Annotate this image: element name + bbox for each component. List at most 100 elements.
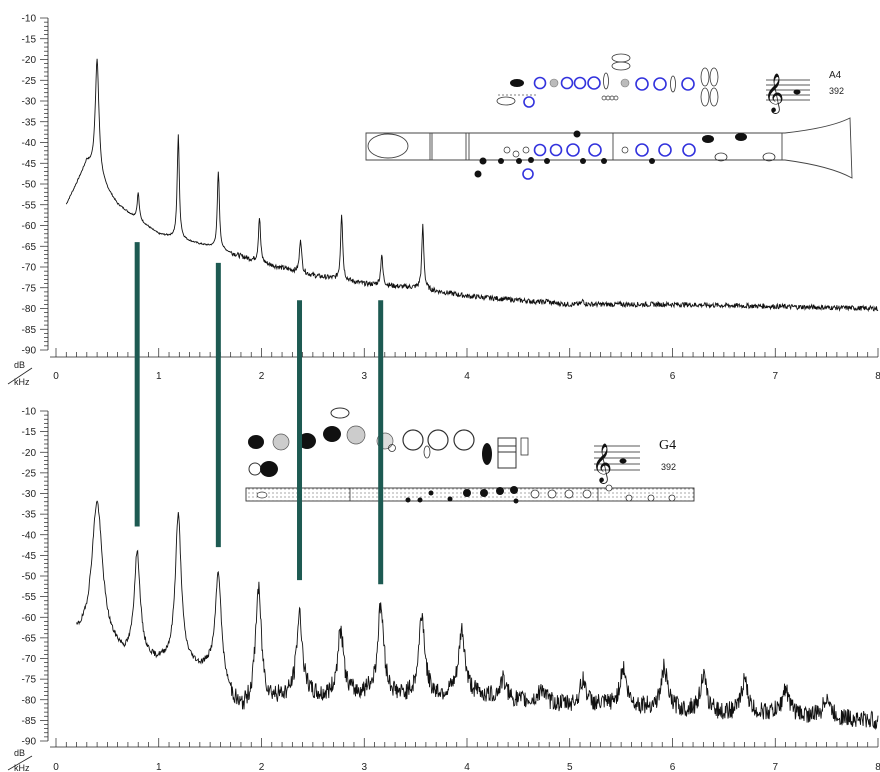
treble-clef-icon: 𝄞: [592, 443, 612, 484]
bottom-spectrum-panel: -10 -15 -20 -25 -30 -35 -40 -45 -50 -55 -60 -65 -70 -…: [7, 407, 880, 772]
octave-key-icon: [611, 53, 631, 63]
octave-key-icon: [611, 61, 631, 71]
half-hole-icon: [620, 78, 630, 88]
recorder-key-diagram: [496, 53, 719, 108]
top-y-tick-label: -90: [22, 346, 37, 357]
top-y-tick-label: -10: [22, 14, 37, 25]
bottom-y-tick-label: -50: [22, 572, 37, 583]
top-y-tick-label: -35: [22, 117, 37, 128]
bottom-y-tick-label: -40: [22, 530, 37, 541]
note-head-icon: [793, 89, 801, 95]
recorder-body-holes: [474, 130, 776, 180]
bottom-harmonic-peaks: [97, 502, 827, 696]
half-hole-icon: [549, 78, 559, 88]
top-axis-corner-slash: [7, 367, 33, 385]
flute-key-diagram: [248, 407, 529, 477]
pinky-keys-icon: [700, 67, 719, 107]
top-x-tick-label: 0: [53, 371, 59, 382]
recorder-body-drawing: [365, 117, 853, 179]
open-hole-icon: [635, 77, 649, 91]
top-x-tick-label: 3: [361, 371, 367, 382]
top-x-tick-label: 7: [772, 371, 778, 382]
recorder-note-name: A4: [829, 70, 842, 81]
bottom-y-tick-label: -85: [22, 716, 37, 727]
top-x-tick-label: 5: [567, 371, 573, 382]
bottom-x-tick-label: 3: [361, 762, 367, 772]
recorder-note-staff: [766, 79, 810, 101]
top-x-axis: 0 1 2 3 4 5 6 7 8: [50, 348, 880, 382]
bottom-y-axis: -10 -15 -20 -25 -30 -35 -40 -45 -50 -55 -60 -65 -70 -…: [22, 407, 49, 748]
bottom-x-tick-label: 5: [567, 762, 573, 772]
top-x-tick-label: 6: [670, 371, 676, 382]
side-key-icon: [670, 75, 676, 93]
bottom-y-tick-label: -20: [22, 448, 37, 459]
recorder-note-frequency: 392: [829, 86, 844, 96]
bottom-y-tick-label: -25: [22, 468, 37, 479]
closed-key-icon: [510, 79, 524, 87]
note-head-icon: [619, 458, 627, 464]
top-y-tick-label: -60: [22, 221, 37, 232]
side-key-icon: [603, 72, 609, 90]
bottom-y-tick-label: -45: [22, 551, 37, 562]
flute-body-drawing: [245, 484, 695, 504]
bottom-x-axis: 0 1 2 3 4 5 6 7 8: [50, 738, 880, 772]
recorder-fingering-diagram: 𝄞 A4 392: [365, 53, 853, 180]
bottom-y-unit-label: dB: [14, 748, 25, 758]
bottom-x-tick-label: 2: [259, 762, 265, 772]
bottom-x-tick-label: 8: [875, 762, 880, 772]
bottom-x-tick-label: 1: [156, 762, 162, 772]
top-y-tick-label: -15: [22, 34, 37, 45]
top-y-tick-label: -45: [22, 159, 37, 170]
top-harmonic-peaks: [97, 59, 583, 300]
open-hole-icon: [587, 76, 601, 90]
top-y-tick-label: -80: [22, 304, 37, 315]
flute-note-name: G4: [659, 438, 676, 453]
top-y-tick-label: -20: [22, 55, 37, 66]
top-y-tick-label: -25: [22, 76, 37, 87]
top-y-unit-label: dB: [14, 360, 25, 370]
bottom-x-tick-label: 7: [772, 762, 778, 772]
bottom-spectrum-trace: [76, 500, 879, 731]
bottom-y-tick-label: -60: [22, 613, 37, 624]
top-y-tick-label: -40: [22, 138, 37, 149]
top-x-tick-label: 2: [259, 371, 265, 382]
open-hole-icon: [681, 77, 695, 91]
top-x-tick-label: 8: [875, 371, 880, 382]
top-x-tick-label: 1: [156, 371, 162, 382]
bottom-x-tick-label: 6: [670, 762, 676, 772]
top-y-tick-label: -50: [22, 180, 37, 191]
bottom-y-tick-label: -10: [22, 407, 37, 418]
bottom-y-tick-label: -65: [22, 633, 37, 644]
flute-note-staff: [594, 445, 640, 471]
bottom-y-tick-label: -70: [22, 654, 37, 665]
bottom-y-tick-label: -30: [22, 489, 37, 500]
open-hole-icon: [533, 76, 547, 90]
top-spectrum-trace: [65, 58, 879, 313]
bottom-axis-corner-slash: [7, 755, 33, 771]
trill-keys-icon: [601, 95, 619, 101]
harmonic-connector-lines: [134, 242, 384, 585]
bottom-x-unit-label: kHz: [14, 763, 30, 772]
top-y-tick-label: -85: [22, 325, 37, 336]
thumb-key-icon: [496, 96, 516, 106]
top-y-tick-label: -75: [22, 283, 37, 294]
open-hole-icon: [573, 76, 587, 90]
top-y-axis: -10 -15 -20 -25 -30 -35 -40 -45 -50 -55 -60 -65 -70 -…: [22, 14, 49, 357]
top-x-tick-label: 4: [464, 371, 470, 382]
bottom-x-tick-label: 4: [464, 762, 470, 772]
bottom-y-tick-label: -90: [22, 737, 37, 748]
bottom-y-tick-label: -15: [22, 427, 37, 438]
bottom-x-tick-label: 0: [53, 762, 59, 772]
top-y-tick-label: -55: [22, 200, 37, 211]
open-hole-icon: [560, 76, 574, 90]
bottom-y-tick-label: -80: [22, 695, 37, 706]
top-y-tick-label: -30: [22, 97, 37, 108]
treble-clef-icon: 𝄞: [764, 73, 784, 114]
bottom-y-tick-label: -75: [22, 675, 37, 686]
top-spectrum-panel: -10 -15 -20 -25 -30 -35 -40 -45 -50 -55 -60 -65 -70 -…: [7, 14, 880, 387]
bottom-y-tick-label: -55: [22, 592, 37, 603]
flute-fingering-diagram: 𝄞 G4 392: [245, 407, 695, 504]
top-y-tick-label: -70: [22, 263, 37, 274]
flute-note-frequency: 392: [661, 462, 676, 472]
